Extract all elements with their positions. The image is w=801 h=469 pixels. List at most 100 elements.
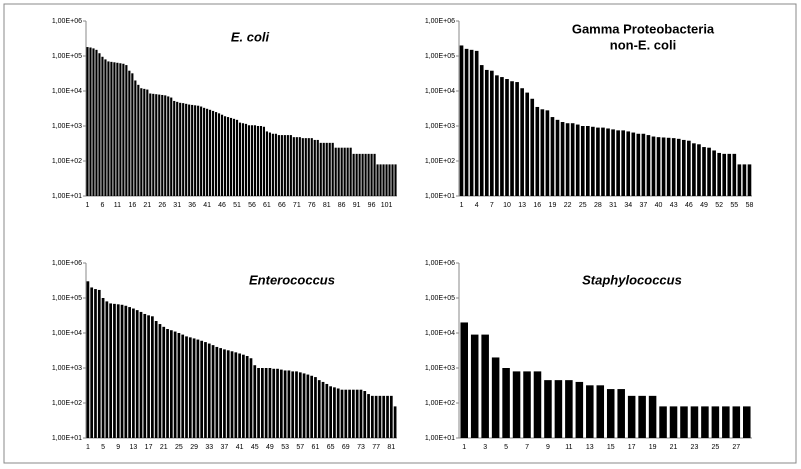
x-tick-label: 16	[533, 202, 541, 209]
bar	[334, 147, 337, 196]
bar	[298, 372, 302, 438]
bar	[298, 137, 301, 196]
bar	[310, 375, 314, 438]
bar	[197, 105, 200, 196]
bar	[167, 96, 170, 196]
bar	[98, 53, 101, 197]
bar	[204, 342, 207, 438]
bar	[636, 133, 641, 196]
bar	[352, 389, 355, 438]
bar	[621, 130, 625, 196]
bar	[575, 124, 580, 196]
panel: 1,00E+01 1,00E+02 1,00E+03 1,00E+04 1,00E+05…	[52, 260, 397, 451]
x-tick-label: 25	[579, 202, 587, 209]
y-tick-label: 1,00E+04	[52, 88, 82, 95]
x-tick-label: 13	[518, 202, 526, 209]
bar	[272, 368, 276, 438]
y-tick-label: 1,00E+06	[425, 18, 455, 25]
bar	[226, 117, 230, 196]
bar	[109, 303, 113, 438]
x-tick-label: 76	[308, 202, 316, 209]
bar	[110, 61, 113, 197]
bar	[241, 123, 245, 196]
x-tick-label: 51	[233, 202, 241, 209]
bar	[500, 77, 504, 196]
bar	[343, 147, 346, 196]
bar	[206, 108, 209, 196]
x-tick-label: 21	[160, 444, 168, 451]
bar	[125, 65, 128, 196]
x-tick-label: 66	[278, 202, 286, 209]
bar	[212, 110, 215, 196]
x-tick-label: 46	[218, 202, 226, 209]
bar	[257, 368, 260, 438]
bar	[367, 153, 370, 196]
bar	[616, 130, 620, 196]
bar	[274, 133, 277, 196]
bar	[139, 311, 143, 438]
bar	[155, 94, 158, 196]
x-tick-label: 37	[639, 202, 647, 209]
y-tick-label: 1,00E+03	[52, 123, 82, 130]
x-tick-label: 37	[221, 444, 229, 451]
bar	[101, 298, 105, 438]
x-tick-label: 96	[368, 202, 376, 209]
bar	[188, 104, 191, 196]
y-tick-label: 1,00E+01	[52, 435, 82, 442]
bar	[586, 126, 590, 196]
y-tick-label: 1,00E+02	[52, 400, 82, 407]
bar	[325, 383, 329, 438]
x-tick-label: 55	[730, 202, 738, 209]
bar	[370, 153, 373, 196]
bar	[743, 406, 751, 438]
bar	[151, 316, 154, 438]
bar	[158, 94, 161, 196]
chart-title: E. coli	[231, 29, 270, 44]
x-tick-label: 7	[525, 444, 529, 451]
bar	[641, 133, 646, 196]
bar	[376, 164, 379, 196]
bar	[631, 132, 636, 196]
y-tick-label: 1,00E+06	[52, 18, 82, 25]
bar	[638, 395, 646, 438]
bar	[701, 406, 709, 438]
x-tick-label: 17	[628, 444, 636, 451]
bar	[316, 139, 319, 196]
bar	[313, 139, 316, 196]
bar	[331, 142, 334, 196]
x-tick-label: 11	[565, 444, 572, 451]
bar	[470, 334, 479, 438]
bar	[276, 368, 279, 438]
bar	[244, 123, 248, 196]
x-tick-label: 91	[353, 202, 361, 209]
bar	[132, 308, 135, 438]
bar	[520, 88, 524, 196]
bar	[131, 73, 134, 196]
bar	[382, 164, 385, 196]
bar	[101, 56, 104, 196]
x-tick-label: 40	[655, 202, 663, 209]
bar	[523, 371, 531, 438]
x-tick-label: 33	[205, 444, 213, 451]
bar	[161, 94, 164, 196]
bar	[737, 164, 742, 196]
bar	[253, 365, 257, 438]
bar	[391, 164, 394, 196]
x-tick-label: 21	[143, 202, 151, 209]
bar	[606, 389, 615, 438]
bar	[196, 339, 200, 438]
bar	[173, 331, 177, 438]
bar	[591, 126, 595, 196]
bar	[207, 343, 211, 438]
x-tick-label: 31	[609, 202, 617, 209]
bar	[702, 147, 706, 196]
x-tick-label: 57	[296, 444, 304, 451]
x-tick-label: 52	[715, 202, 723, 209]
bar	[295, 371, 298, 438]
bar	[352, 153, 355, 196]
bar	[134, 80, 137, 196]
bar	[361, 153, 364, 196]
bar	[355, 153, 358, 196]
bar	[302, 373, 306, 438]
bar	[211, 345, 215, 438]
